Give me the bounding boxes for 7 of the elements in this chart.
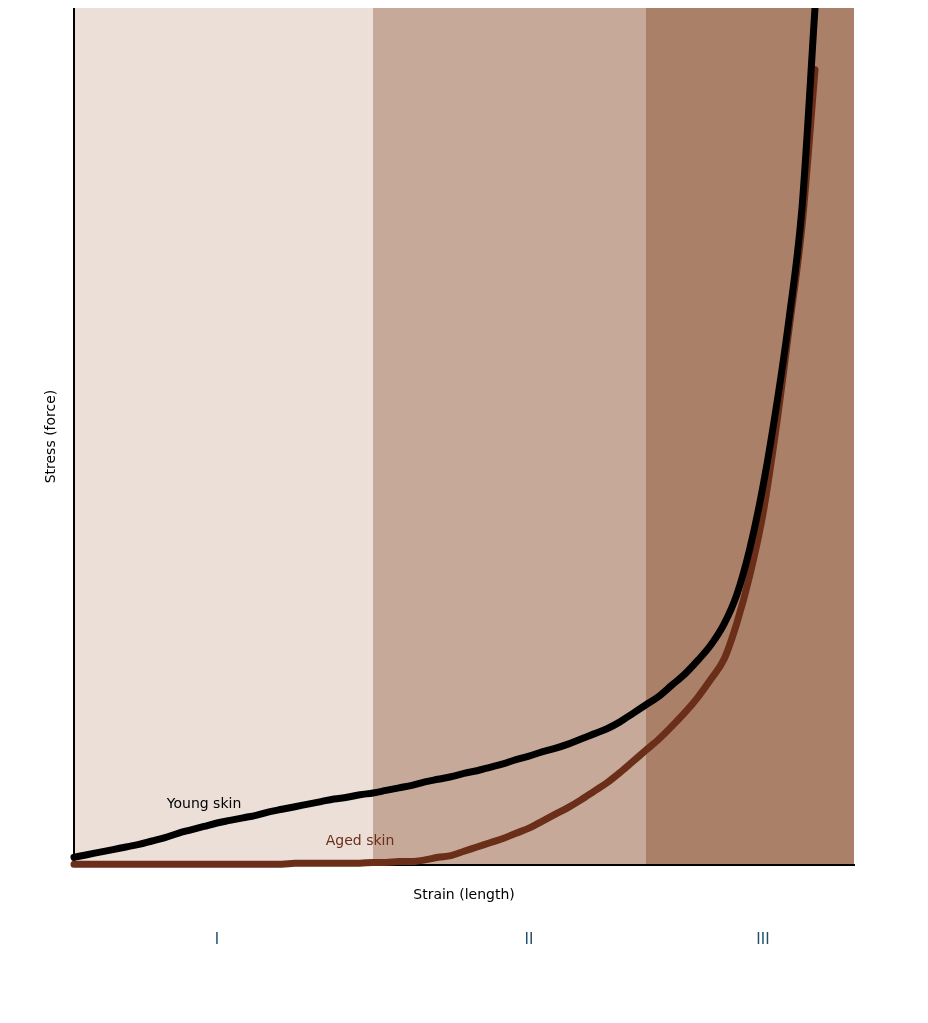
series-label: Aged skin [325, 831, 395, 848]
x-tick-label: I [214, 929, 220, 948]
x-tick-label: II [524, 929, 534, 948]
series-label: Young skin [165, 795, 242, 812]
y-axis-title: Stress (force) [42, 389, 59, 484]
x-tick-label: III [756, 929, 770, 948]
x-axis-title: Strain (length) [413, 885, 515, 902]
